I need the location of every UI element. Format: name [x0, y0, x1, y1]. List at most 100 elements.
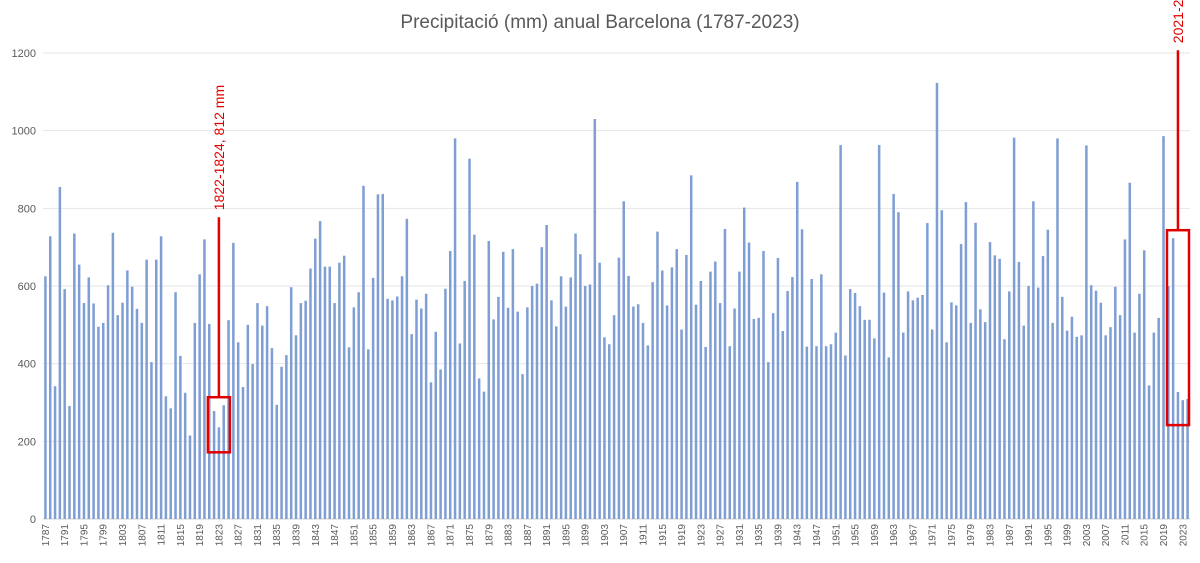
x-tick-label-1887: 1887: [523, 524, 534, 547]
bar-1854: [367, 349, 370, 519]
bar-2009: [1114, 286, 1117, 519]
bar-2022: [1176, 392, 1180, 519]
bar-1866: [424, 293, 428, 519]
bar-1929: [728, 346, 732, 519]
bar-1996: [1051, 322, 1054, 519]
bar-1939: [776, 258, 780, 519]
bar-1962: [887, 357, 891, 519]
bar-2018: [1157, 317, 1160, 519]
bar-1830: [251, 364, 254, 519]
bar-1797: [92, 303, 95, 519]
bar-1997: [1056, 138, 1059, 519]
bar-1872: [453, 138, 457, 519]
bar-1966: [906, 291, 910, 519]
bar-1795: [82, 303, 86, 519]
bar-1909: [632, 306, 635, 519]
bar-1787: [44, 276, 47, 519]
x-tick-label-1999: 1999: [1063, 524, 1074, 547]
bar-1940: [781, 331, 785, 519]
x-tick-label-1859: 1859: [388, 524, 399, 547]
bar-1865: [420, 308, 423, 519]
bar-1937: [767, 362, 770, 519]
bar-1917: [670, 267, 674, 519]
x-tick-label-1863: 1863: [407, 524, 418, 547]
x-tick-label-1947: 1947: [812, 524, 823, 547]
bar-1856: [376, 194, 380, 519]
bar-1963: [892, 193, 895, 519]
bar-1905: [612, 315, 616, 520]
x-tick-label-1847: 1847: [330, 524, 341, 547]
bar-1794: [77, 264, 81, 519]
bar-2002: [1080, 335, 1083, 519]
x-tick-label-1803: 1803: [118, 524, 129, 547]
bar-1947: [815, 346, 818, 519]
bar-2010: [1118, 315, 1122, 520]
bar-1953: [844, 355, 847, 519]
bar-1901: [593, 119, 597, 520]
bar-1893: [555, 326, 558, 519]
bar-1805: [130, 286, 134, 519]
bar-1883: [506, 307, 510, 519]
x-tick-label-1931: 1931: [735, 524, 746, 547]
bar-1867: [429, 382, 433, 519]
bar-1858: [386, 298, 389, 519]
x-axis-ticks: 1787 1791 1795 1799 1803 1807 1811 1815 1819 1823…: [41, 524, 1189, 547]
bar-1889: [535, 283, 539, 519]
bar-1951: [834, 332, 838, 519]
y-tick-label-800: 800: [18, 203, 36, 215]
bar-1964: [897, 212, 900, 519]
bar-1839: [294, 335, 298, 519]
bar-1848: [338, 262, 341, 519]
bar-1864: [415, 299, 418, 519]
bar-1845: [323, 266, 327, 519]
x-tick-label-1951: 1951: [831, 524, 842, 547]
bar-1890: [540, 247, 544, 520]
x-tick-label-1795: 1795: [80, 524, 91, 547]
bar-1800: [106, 285, 110, 519]
bar-1791: [63, 289, 66, 519]
bar-1851: [352, 307, 356, 519]
bar-1985: [998, 258, 1001, 519]
bar-1934: [752, 319, 756, 519]
bar-1913: [651, 282, 654, 519]
bar-1847: [333, 303, 336, 519]
bar-1980: [974, 222, 977, 519]
bar-1923: [699, 280, 703, 519]
bar-2008: [1109, 327, 1112, 519]
bar-1930: [733, 308, 736, 519]
bar-1823: [217, 427, 221, 519]
x-tick-label-1911: 1911: [639, 524, 650, 546]
bar-1978: [964, 202, 968, 519]
bar-1831: [256, 303, 259, 519]
bar-1873: [458, 343, 462, 519]
bar-1836: [280, 366, 283, 519]
y-tick-label-600: 600: [18, 281, 36, 293]
bar-1960: [877, 145, 881, 520]
x-tick-label-1915: 1915: [658, 524, 669, 547]
bar-1824: [222, 405, 225, 519]
x-tick-label-1871: 1871: [446, 524, 457, 547]
bar-1920: [685, 254, 688, 519]
bar-1958: [868, 319, 871, 519]
x-tick-label-1991: 1991: [1024, 524, 1035, 547]
bar-1994: [1041, 256, 1045, 519]
annotation-label-1822-1824: 1822-1824, 812 mm: [211, 85, 227, 210]
x-tick-label-2015: 2015: [1140, 524, 1151, 547]
bar-1807: [140, 322, 144, 519]
x-tick-label-1923: 1923: [696, 524, 707, 547]
x-tick-label-1971: 1971: [928, 524, 939, 547]
annotation-label-2021-2023: 2021-2023, 944 mm: [1170, 0, 1186, 43]
bar-1789: [53, 386, 57, 519]
bar-1987: [1008, 291, 1011, 519]
bar-1925: [709, 271, 712, 519]
x-tick-label-1879: 1879: [484, 524, 495, 547]
bar-1799: [101, 322, 105, 519]
bar-1927: [718, 303, 722, 519]
bar-1880: [492, 319, 495, 519]
bar-1916: [665, 305, 669, 519]
bar-1875: [468, 158, 471, 519]
bar-1976: [955, 305, 958, 519]
bar-2016: [1147, 385, 1151, 519]
bar-2006: [1099, 302, 1103, 519]
